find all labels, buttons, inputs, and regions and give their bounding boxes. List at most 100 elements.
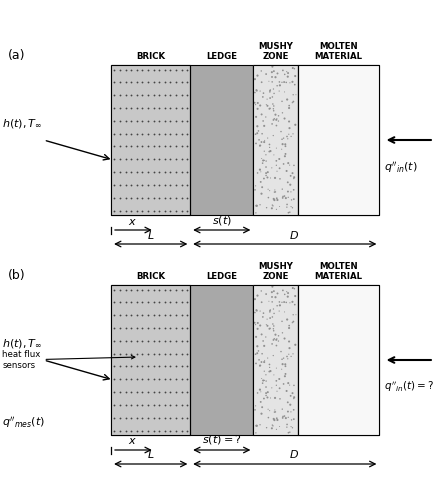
Point xyxy=(259,350,266,358)
Point xyxy=(261,356,268,364)
Point xyxy=(288,422,295,430)
Point xyxy=(270,336,277,344)
Text: $D$: $D$ xyxy=(289,448,299,460)
Bar xyxy=(253,285,297,435)
Point xyxy=(269,100,276,108)
Point xyxy=(266,325,273,333)
Point xyxy=(252,360,259,368)
Point xyxy=(283,68,290,76)
Point xyxy=(264,168,271,176)
Point xyxy=(273,414,280,422)
Point xyxy=(281,192,288,200)
Point xyxy=(292,341,299,349)
Point xyxy=(290,98,297,106)
Point xyxy=(290,406,297,414)
Point xyxy=(278,365,285,373)
Point xyxy=(272,408,279,416)
Point xyxy=(286,338,293,345)
Point xyxy=(270,371,277,379)
Point xyxy=(260,174,267,182)
Point xyxy=(293,91,300,99)
Point xyxy=(276,155,283,163)
Point xyxy=(284,292,291,300)
Point xyxy=(257,178,264,186)
Point xyxy=(267,314,274,322)
Point xyxy=(290,310,296,318)
Point xyxy=(271,186,278,194)
Point xyxy=(258,67,265,75)
Point xyxy=(291,300,298,308)
Point xyxy=(266,144,273,152)
Point xyxy=(253,422,260,430)
Point xyxy=(275,332,282,340)
Point xyxy=(269,204,276,212)
Point xyxy=(276,375,283,383)
Text: heat flux
sensors: heat flux sensors xyxy=(2,350,135,370)
Point xyxy=(265,194,272,202)
Point xyxy=(284,188,291,196)
Point xyxy=(276,202,283,210)
Bar xyxy=(111,285,190,435)
Point xyxy=(272,174,279,182)
Point xyxy=(270,67,277,75)
Bar xyxy=(253,65,297,215)
Point xyxy=(253,307,260,315)
Point xyxy=(285,414,292,422)
Point xyxy=(261,376,268,384)
Point xyxy=(266,324,273,332)
Point xyxy=(257,388,264,396)
Point xyxy=(266,364,273,372)
Point xyxy=(272,73,279,81)
Point xyxy=(283,414,290,422)
Text: $q''_{in}(t)$: $q''_{in}(t)$ xyxy=(384,160,417,175)
Point xyxy=(272,293,279,301)
Point xyxy=(253,87,260,95)
Point xyxy=(269,288,276,296)
Point xyxy=(270,105,277,113)
Point xyxy=(264,102,271,110)
Point xyxy=(271,406,278,414)
Point xyxy=(282,150,289,158)
Text: $x$: $x$ xyxy=(128,436,137,446)
Point xyxy=(286,381,293,389)
Point xyxy=(267,86,274,94)
Point xyxy=(257,398,264,406)
Text: MOLTEN
MATERIAL: MOLTEN MATERIAL xyxy=(314,42,362,61)
Point xyxy=(286,79,293,87)
Text: (a): (a) xyxy=(8,50,25,62)
Point xyxy=(255,347,262,355)
Point xyxy=(291,174,298,182)
Point xyxy=(262,377,269,385)
Point xyxy=(270,116,277,124)
Text: BRICK: BRICK xyxy=(136,52,165,61)
Point xyxy=(285,130,292,138)
Point xyxy=(279,136,286,143)
Point xyxy=(276,384,283,392)
Point xyxy=(290,284,296,292)
Point xyxy=(262,163,269,171)
Text: $s(t){=}?$: $s(t){=}?$ xyxy=(202,434,242,446)
Point xyxy=(273,387,280,395)
Point xyxy=(290,350,296,358)
Point xyxy=(269,320,276,328)
Point xyxy=(271,115,278,123)
Point xyxy=(276,422,283,430)
Point xyxy=(287,180,294,188)
Point xyxy=(257,386,264,394)
Point xyxy=(254,325,261,333)
Point xyxy=(269,62,276,70)
Point xyxy=(274,302,281,310)
Point xyxy=(285,208,292,216)
Point xyxy=(264,315,271,323)
Point xyxy=(266,306,273,314)
Point xyxy=(274,70,281,78)
Point xyxy=(256,200,263,208)
Point xyxy=(264,394,271,402)
Point xyxy=(283,78,290,86)
Point xyxy=(269,120,276,128)
Point xyxy=(266,308,273,316)
Point xyxy=(270,107,277,115)
Point xyxy=(256,166,263,173)
Text: LEDGE: LEDGE xyxy=(206,272,237,281)
Point xyxy=(289,284,296,292)
